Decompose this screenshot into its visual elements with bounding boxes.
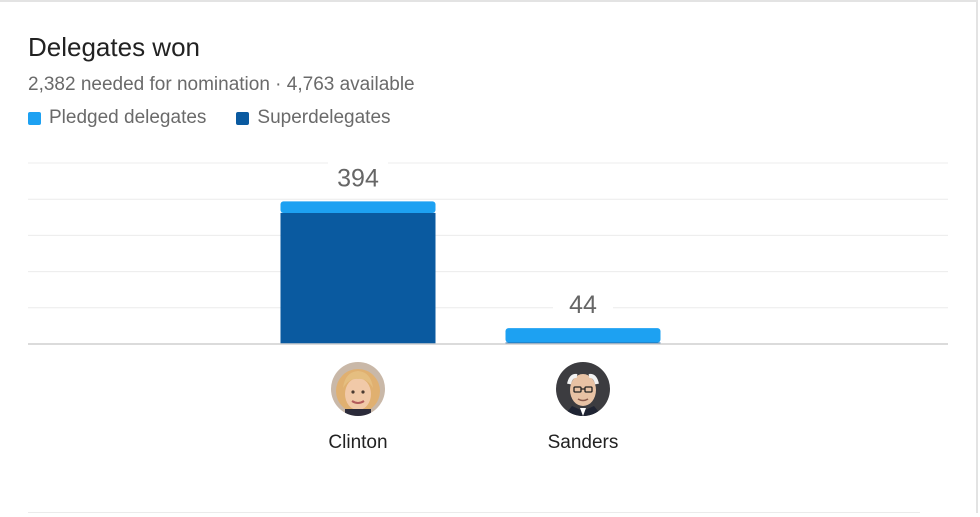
bar-total-label-clinton: 394 (337, 164, 379, 192)
chart-subtitle: 2,382 needed for nomination · 4,763 avai… (28, 74, 415, 95)
bar-clinton-superdelegates (280, 212, 436, 344)
legend-item-superdelegates: Superdelegates (236, 107, 391, 129)
gridlines (28, 162, 948, 309)
bar-clinton-pledged-delegates (280, 201, 436, 213)
candidate-name-sanders: Sanders (547, 432, 619, 453)
bar-total-label-sanders: 44 (569, 291, 597, 319)
clinton-avatar (331, 362, 385, 416)
bar-labels: 394 44 (328, 161, 613, 319)
legend: Pledged delegates Superdelegates (28, 107, 421, 129)
candidate-name-clinton: Clinton (328, 432, 388, 453)
legend-label-pledged: Pledged delegates (49, 107, 207, 128)
legend-swatch-pledged (28, 111, 41, 125)
bottom-divider (28, 512, 920, 513)
chart-title: Delegates won (28, 32, 200, 62)
bar-label-background (553, 288, 613, 317)
bar-label-background (328, 161, 388, 190)
legend-item-pledged: Pledged delegates (28, 107, 206, 129)
sanders-avatar (556, 362, 610, 416)
bars (280, 201, 661, 344)
legend-label-superdelegates: Superdelegates (257, 107, 391, 128)
bar-sanders-pledged-delegates (505, 328, 661, 343)
legend-swatch-superdelegates (236, 111, 250, 125)
